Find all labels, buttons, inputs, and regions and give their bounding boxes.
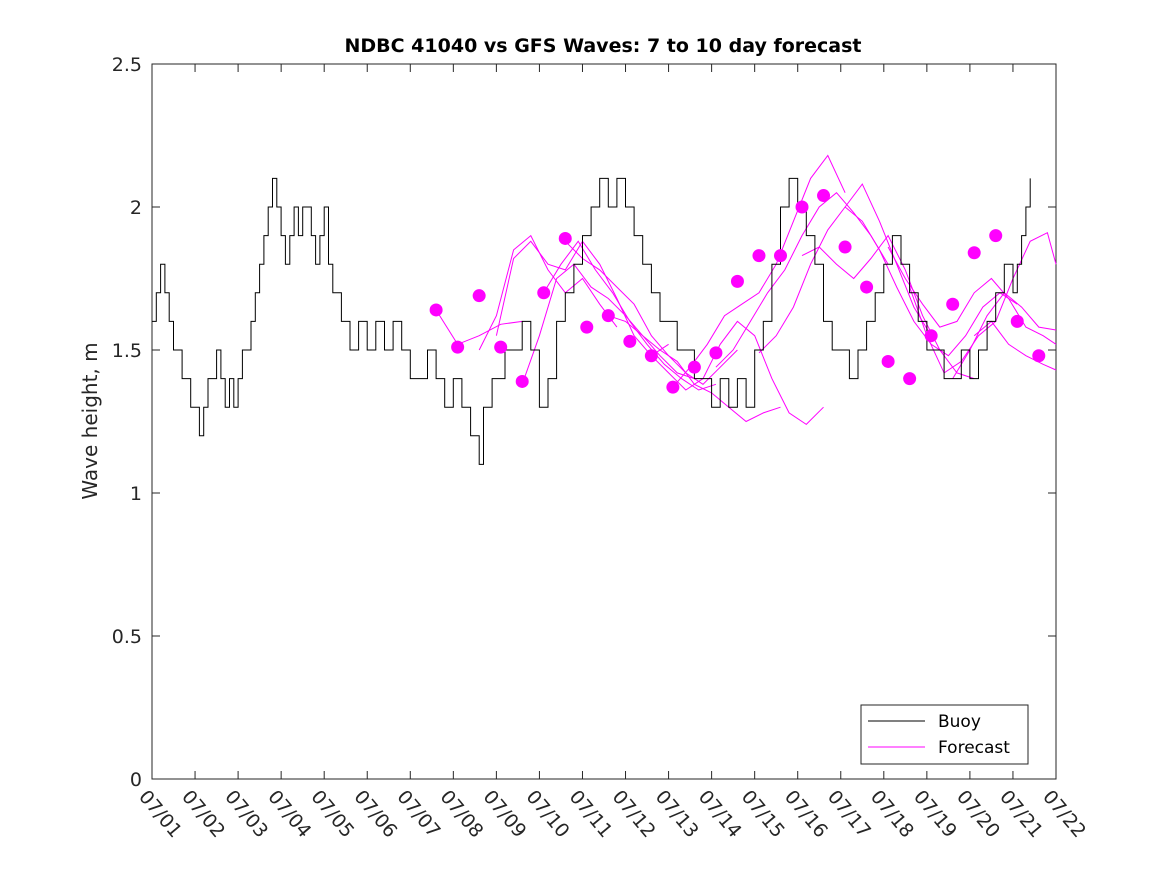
legend-label-buoy: Buoy	[938, 712, 981, 732]
forecast-run-line	[715, 192, 889, 368]
forecast-point	[967, 246, 981, 260]
forecast-point	[752, 249, 766, 263]
legend-box	[860, 704, 1029, 765]
forecast-run-line	[521, 263, 695, 385]
forecast-point	[537, 286, 551, 300]
forecast-point	[1032, 349, 1046, 363]
legend-label-forecast: Forecast	[938, 738, 1010, 758]
forecast-point	[924, 329, 938, 343]
chart-title: NDBC 41040 vs GFS Waves: 7 to 10 day for…	[344, 35, 861, 57]
forecast-point	[709, 346, 723, 360]
axes-box	[151, 63, 1057, 780]
forecast-run-line	[651, 320, 824, 426]
y-tick-label: 0.5	[112, 626, 142, 648]
forecast-point	[472, 289, 486, 303]
forecast-point	[451, 340, 465, 354]
forecast-point	[580, 320, 594, 334]
y-axis-label: Wave height, m	[78, 342, 102, 499]
forecast-point	[558, 231, 572, 245]
buoy-series-line	[152, 177, 1031, 465]
forecast-point	[1010, 314, 1024, 328]
forecast-point	[644, 349, 658, 363]
y-tick-label: 1	[130, 483, 142, 505]
y-tick-label: 2.5	[112, 54, 142, 76]
forecast-run-line	[973, 320, 1057, 371]
forecast-point	[773, 249, 787, 263]
forecast-point	[860, 280, 874, 294]
forecast-point	[623, 334, 637, 348]
forecast-point	[795, 200, 809, 214]
y-tick-label: 1.5	[112, 340, 142, 362]
y-tick-label: 0	[130, 769, 142, 791]
forecast-run-line	[801, 234, 975, 380]
forecast-run-line	[672, 154, 846, 388]
forecast-point	[903, 372, 917, 386]
forecast-point	[817, 189, 831, 203]
legend: Buoy Forecast	[860, 704, 1029, 765]
y-tick-label: 2	[130, 197, 142, 219]
forecast-point	[429, 303, 443, 317]
forecast-run-line	[478, 234, 618, 351]
forecast-point	[730, 274, 744, 288]
forecast-point	[989, 229, 1003, 243]
forecast-run-line	[435, 309, 523, 345]
forecast-point	[881, 354, 895, 368]
forecast-point	[687, 360, 701, 374]
forecast-point	[601, 309, 615, 323]
forecast-point	[666, 380, 680, 394]
forecast-point	[838, 240, 852, 254]
forecast-run-line	[887, 246, 1057, 345]
forecast-point	[515, 374, 529, 388]
forecast-point	[946, 297, 960, 311]
forecast-point	[494, 340, 508, 354]
